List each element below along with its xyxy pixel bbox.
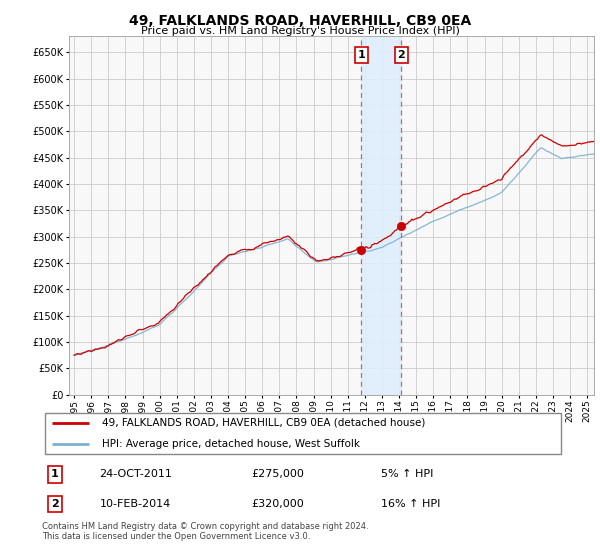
Text: 2: 2 [397, 50, 405, 60]
Text: 24-OCT-2011: 24-OCT-2011 [100, 469, 172, 479]
Text: 5% ↑ HPI: 5% ↑ HPI [382, 469, 434, 479]
Text: HPI: Average price, detached house, West Suffolk: HPI: Average price, detached house, West… [102, 439, 360, 449]
Text: Contains HM Land Registry data © Crown copyright and database right 2024.
This d: Contains HM Land Registry data © Crown c… [42, 522, 368, 542]
Text: 49, FALKLANDS ROAD, HAVERHILL, CB9 0EA (detached house): 49, FALKLANDS ROAD, HAVERHILL, CB9 0EA (… [102, 418, 425, 428]
FancyBboxPatch shape [44, 413, 562, 454]
Text: Price paid vs. HM Land Registry's House Price Index (HPI): Price paid vs. HM Land Registry's House … [140, 26, 460, 36]
Text: 2: 2 [51, 499, 59, 509]
Text: £320,000: £320,000 [251, 499, 304, 509]
Text: £275,000: £275,000 [251, 469, 304, 479]
Text: 1: 1 [51, 469, 59, 479]
Text: 49, FALKLANDS ROAD, HAVERHILL, CB9 0EA: 49, FALKLANDS ROAD, HAVERHILL, CB9 0EA [129, 14, 471, 28]
Text: 16% ↑ HPI: 16% ↑ HPI [382, 499, 440, 509]
Text: 10-FEB-2014: 10-FEB-2014 [100, 499, 170, 509]
Text: 1: 1 [358, 50, 365, 60]
Bar [361, 36, 401, 395]
